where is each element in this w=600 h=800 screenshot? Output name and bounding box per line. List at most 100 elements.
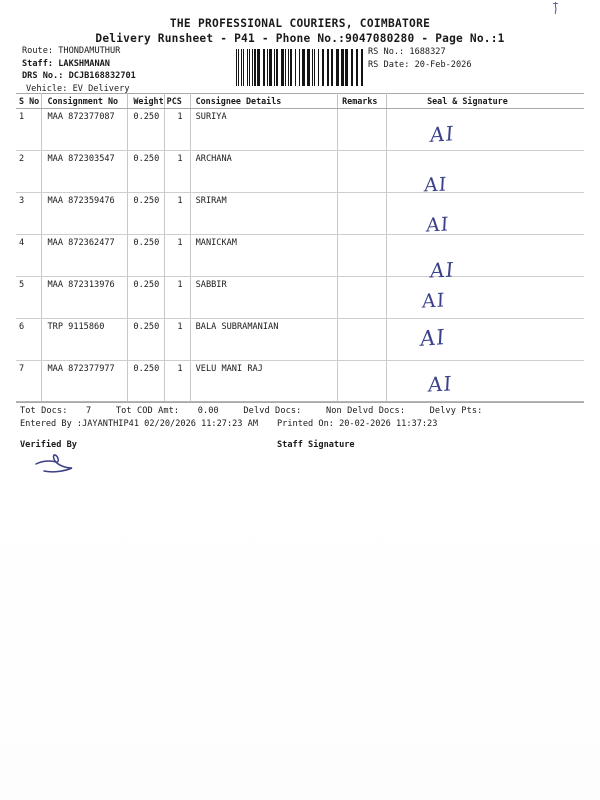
table-row: 3 MAA 872359476 0.250 1 SRIRAM AI (16, 192, 584, 237)
route-label: Route: (22, 46, 54, 56)
page-title: THE PROFESSIONAL COURIERS, COIMBATORE (169, 17, 431, 30)
cell-pcs: 1 (164, 318, 191, 361)
rs-no-row: RS No.: 1688327 (368, 46, 472, 59)
column-header-remarks: Remarks (337, 93, 388, 109)
cell-pcs: 1 (164, 108, 191, 151)
rs-date-value: 20-Feb-2026 (414, 60, 472, 70)
cell-consignee: BALA SUBRAMANIAN (190, 318, 339, 361)
cell-pcs: 1 (164, 360, 191, 403)
cell-weight: 0.250 (127, 150, 165, 193)
delvy-pts-label: Delvy Pts: (429, 406, 483, 416)
handwritten-signature: AI (421, 289, 446, 313)
cell-consignee: ARCHANA (190, 150, 339, 193)
runsheet-meta-left: Route: THONDAMUTHUR Staff: LAKSHMANAN DR… (22, 45, 136, 95)
cell-consignee: SABBIR (190, 276, 339, 319)
cell-remarks (337, 276, 388, 319)
cell-seal-signature: AI (386, 192, 584, 237)
cell-seal-signature: AI (386, 360, 584, 403)
cell-remarks (337, 150, 388, 193)
page-subtitle: Delivery Runsheet - P41 - Phone No.:9047… (95, 32, 505, 45)
handwritten-signature: AI (419, 325, 447, 351)
column-header-sno: S No (16, 93, 43, 109)
cell-seal-signature: AI (386, 108, 584, 151)
table-row: 4 MAA 872362477 0.250 1 MANICKAM AI (16, 234, 584, 282)
drs-value: DCJB168832701 (68, 71, 136, 82)
column-header-weight: Weight (127, 93, 165, 109)
column-header-seal-signature: Seal & Signature (386, 93, 584, 109)
cell-seal-signature: AI (386, 234, 584, 282)
staff-row: Staff: LAKSHMANAN (22, 58, 136, 71)
rs-no-label: RS No.: (368, 47, 405, 57)
cell-weight: 0.250 (127, 234, 165, 277)
verified-by-handwritten-mark (35, 454, 73, 473)
tot-cod-label: Tot COD Amt: (115, 406, 180, 416)
cell-consignment-no: MAA 872313976 (41, 276, 129, 319)
totals-row: Tot Docs: 7 Tot COD Amt: 0.00 Delvd Docs… (20, 406, 482, 416)
cell-sno: 4 (16, 234, 43, 277)
cell-seal-signature: AI (386, 150, 584, 196)
stray-ink-mark (552, 2, 559, 14)
cell-sno: 6 (16, 318, 43, 361)
entered-by-text: Entered By :JAYANTHIP41 02/20/2026 11:27… (20, 419, 258, 429)
runsheet-meta-right: RS No.: 1688327 RS Date: 20-Feb-2026 (368, 46, 472, 72)
cell-consignee: MANICKAM (190, 234, 339, 277)
cell-consignee: SURIYA (190, 108, 339, 151)
column-header-consignment-no: Consignment No (41, 93, 129, 109)
cell-remarks (337, 234, 388, 277)
vehicle-value: EV Delivery (72, 83, 130, 94)
cell-seal-signature: AI (386, 276, 584, 319)
verified-by-label: Verified By (20, 440, 77, 450)
table-row: 6 TRP 9115860 0.250 1 BALA SUBRAMANIAN AI (16, 318, 584, 361)
tot-docs-label: Tot Docs: (20, 406, 68, 416)
cell-remarks (337, 318, 388, 361)
cell-remarks (337, 192, 388, 235)
non-delvd-docs-label: Non Delvd Docs: (325, 406, 406, 416)
cell-sno: 3 (16, 192, 43, 235)
vehicle-row: Vehicle: EV Delivery (22, 83, 136, 96)
cell-consignment-no: MAA 872359476 (41, 192, 129, 235)
cell-consignment-no: MAA 872303547 (41, 150, 129, 193)
cell-consignee: SRIRAM (190, 192, 339, 235)
route-row: Route: THONDAMUTHUR (22, 45, 136, 58)
table-header-row: S No Consignment No Weight PCS Consignee… (16, 93, 584, 109)
handwritten-signature: AI (425, 213, 450, 237)
handwritten-signature: AI (427, 371, 454, 397)
cell-consignment-no: MAA 872377977 (41, 360, 129, 403)
cell-pcs: 1 (164, 192, 191, 235)
footer-divider (16, 401, 584, 402)
cell-consignment-no: TRP 9115860 (41, 318, 129, 361)
tot-cod-value: 0.00 (197, 406, 219, 416)
column-header-consignee-details: Consignee Details (190, 93, 339, 109)
cell-pcs: 1 (164, 276, 191, 319)
cell-sno: 5 (16, 276, 43, 319)
cell-weight: 0.250 (127, 276, 165, 319)
consignment-table: S No Consignment No Weight PCS Consignee… (16, 93, 584, 403)
cell-pcs: 1 (164, 150, 191, 193)
delvd-docs-label: Delvd Docs: (243, 406, 302, 416)
staff-signature-label: Staff Signature (277, 440, 355, 450)
staff-value: LAKSHMANAN (58, 58, 110, 69)
cell-sno: 2 (16, 150, 43, 193)
cell-consignee: VELU MANI RAJ (190, 360, 339, 403)
cell-weight: 0.250 (127, 192, 165, 235)
rs-date-row: RS Date: 20-Feb-2026 (368, 59, 472, 72)
cell-sno: 7 (16, 360, 43, 403)
cell-consignment-no: MAA 872362477 (41, 234, 129, 277)
drs-row: DRS No.: DCJB168832701 (22, 70, 136, 83)
tot-docs-value: 7 (86, 406, 92, 416)
rs-no-value: 1688327 (409, 47, 446, 57)
column-header-pcs: PCS (164, 93, 191, 109)
rs-date-label: RS Date: (368, 60, 410, 70)
drs-label: DRS No.: (22, 71, 64, 82)
vehicle-label: Vehicle: (26, 83, 68, 94)
cell-weight: 0.250 (127, 318, 165, 361)
table-body: 1 MAA 872377087 0.250 1 SURIYA AI 2 MAA 8723035… (16, 108, 584, 403)
table-row: 1 MAA 872377087 0.250 1 SURIYA AI (16, 108, 584, 151)
barcode (236, 49, 364, 86)
table-row: 5 MAA 872313976 0.250 1 SABBIR AI (16, 276, 584, 319)
route-value: THONDAMUTHUR (58, 46, 121, 56)
cell-pcs: 1 (164, 234, 191, 277)
table-row: 2 MAA 872303547 0.250 1 ARCHANA AI (16, 150, 584, 196)
cell-remarks (337, 108, 388, 151)
